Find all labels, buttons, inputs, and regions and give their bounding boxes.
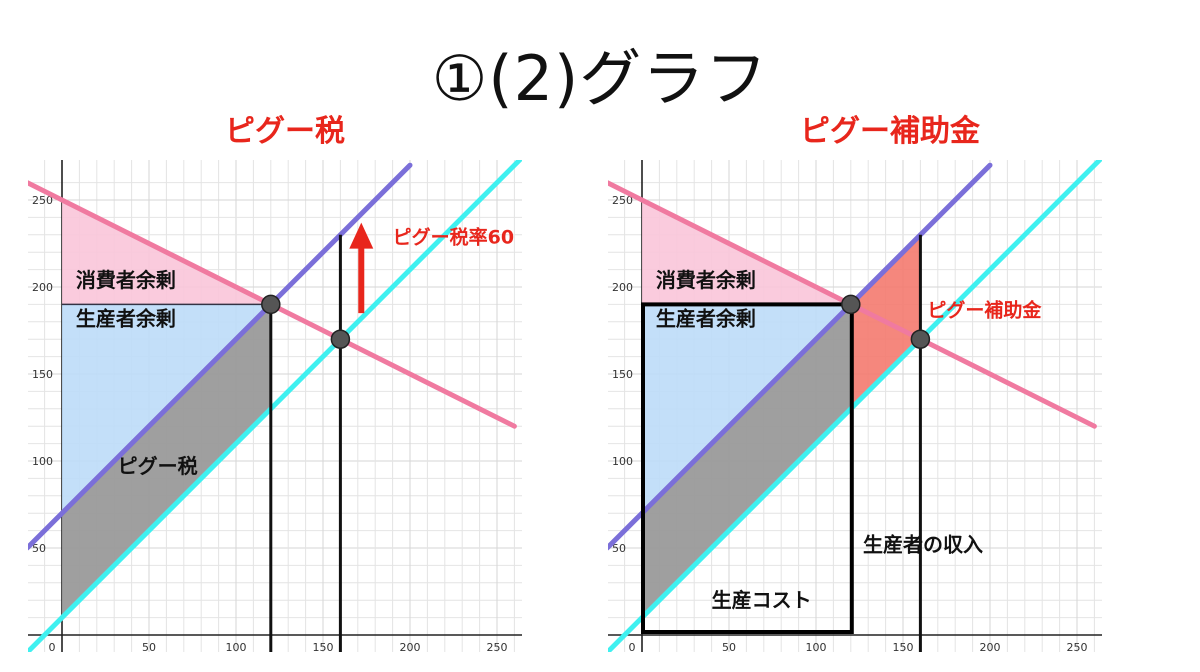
y-tick-label: 200 bbox=[32, 281, 53, 294]
private-supply-curve bbox=[608, 162, 993, 551]
equilibrium-point bbox=[841, 294, 861, 315]
pigou-tax-area bbox=[62, 304, 271, 618]
y-tick-label: 50 bbox=[32, 542, 46, 555]
y-tick-label: 150 bbox=[612, 368, 633, 381]
main-title: ①(2)グラフ bbox=[431, 42, 769, 115]
x-tick-label: 200 bbox=[400, 641, 421, 654]
x-tick-label: 0 bbox=[629, 641, 636, 654]
y-tick-label: 100 bbox=[32, 455, 53, 468]
equilibrium-point bbox=[330, 329, 351, 349]
y-tick-label: 250 bbox=[32, 194, 53, 207]
x-tick-label: 0 bbox=[49, 641, 56, 654]
producer-surplus-label: 生産者余剰 bbox=[76, 306, 176, 330]
y-tick-label: 150 bbox=[32, 368, 53, 381]
production-cost-area bbox=[642, 304, 851, 618]
x-tick-label: 150 bbox=[313, 641, 334, 654]
right-chart-title: ピグー補助金 bbox=[800, 114, 980, 149]
pigou-tax-label: ピグー税 bbox=[118, 454, 198, 478]
equilibrium-point bbox=[261, 294, 281, 315]
x-tick-label: 50 bbox=[722, 641, 736, 654]
producer-surplus-label: 生産者余剰 bbox=[656, 306, 756, 330]
production-cost-label: 生産コスト bbox=[712, 588, 812, 612]
consumer-surplus-label: 消費者余剰 bbox=[76, 268, 176, 292]
y-tick-label: 250 bbox=[612, 194, 633, 207]
x-tick-label: 100 bbox=[226, 641, 247, 654]
x-tick-label: 100 bbox=[806, 641, 827, 654]
consumer-surplus-label: 消費者余剰 bbox=[656, 268, 756, 292]
producer-income-label: 生産者の収入 bbox=[863, 532, 983, 556]
social-supply-curve bbox=[28, 160, 522, 652]
social-supply-curve bbox=[608, 160, 1102, 652]
x-tick-label: 250 bbox=[1067, 641, 1088, 654]
x-tick-label: 250 bbox=[487, 641, 508, 654]
left-chart-title: ピグー税 bbox=[225, 114, 345, 149]
y-tick-label: 200 bbox=[612, 281, 633, 294]
x-tick-label: 150 bbox=[893, 641, 914, 654]
tax-rate-label: ピグー税率60 bbox=[393, 226, 514, 249]
tax-arrow-head bbox=[349, 222, 374, 249]
private-supply-curve bbox=[28, 162, 413, 551]
y-tick-label: 50 bbox=[612, 542, 626, 555]
x-tick-label: 200 bbox=[980, 641, 1001, 654]
pigou-tax-chart: 0 50 100 150 200 25050100150200250消費者余剰生産者余剰ピ… bbox=[28, 160, 522, 654]
y-tick-label: 100 bbox=[612, 455, 633, 468]
producer-income-box bbox=[641, 302, 854, 634]
x-tick-label: 50 bbox=[142, 641, 156, 654]
pigou-subsidy-label: ピグー補助金 bbox=[927, 299, 1042, 322]
equilibrium-point bbox=[910, 329, 931, 349]
